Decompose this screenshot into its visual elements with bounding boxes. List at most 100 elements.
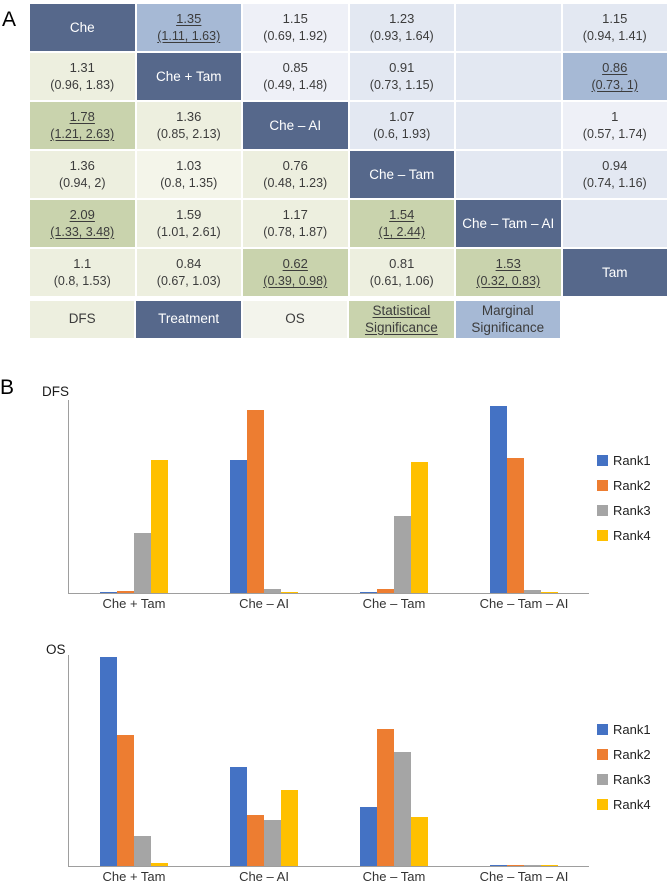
legend-swatch-icon [597,724,608,735]
confidence-interval: (1.01, 2.61) [156,224,221,239]
rank3-bar [264,589,281,593]
rank4-bar [541,592,558,593]
rank3-bar [134,836,151,866]
chart-legend: Rank1 Rank2 Rank3 Rank4 [597,453,651,543]
treatment-cell: Che – Tam [349,151,454,198]
estimate-value: 0.94 [602,157,628,173]
confidence-interval: (0.69, 1.92) [263,28,328,43]
legend-cell: Marginal Significance [455,301,560,338]
rank2-bar [247,409,264,593]
estimate-cell: 1.15 (0.69, 1.92) [243,4,348,51]
confidence-interval: (0.48, 1.23) [263,175,328,190]
treatment-cell: Che + Tam [136,53,241,100]
legend-label: Rank4 [613,528,651,543]
rank3-bar [394,752,411,866]
confidence-interval: (0.8, 1.35) [160,175,218,190]
empty-cell [456,151,561,198]
estimate-cell: 0.81 (0.61, 1.06) [349,249,454,296]
legend-cell-label: Marginal [481,302,534,318]
rank1-bar [490,405,507,593]
rank2-bar [377,728,394,866]
confidence-interval: (0.73, 1.15) [369,77,434,92]
bar-group: Che – AI [199,400,329,611]
category-label: Che – AI [239,869,289,883]
rank4-bar [281,790,298,866]
estimate-value: 1.15 [282,10,308,26]
estimate-cell: 1 (0.57, 1.74) [562,102,667,149]
confidence-interval: (1.11, 1.63) [157,28,221,43]
legend-cell-label: Treatment [158,311,220,327]
estimate-value: 0.84 [176,255,202,271]
rank3-bar [524,865,541,866]
estimate-cell: 2.09 (1.33, 3.48) [30,200,135,247]
estimate-cell: 1.15 (0.94, 1.41) [562,4,667,51]
estimate-value: 1.35 [176,10,202,26]
legend-item: Rank3 [597,503,651,518]
legend-label: Rank3 [613,772,651,787]
confidence-interval: (0.96, 1.83) [50,77,115,92]
treatment-cell: Che [30,4,135,51]
rank4-bar [411,461,428,593]
treatment-name: Che [69,19,95,35]
legend-item: Rank1 [597,722,651,737]
estimate-cell: 0.86 (0.73, 1) [562,53,667,100]
confidence-interval: (0.6, 1.93) [373,126,431,141]
category-label: Che + Tam [102,869,166,883]
estimate-value: 1.23 [389,10,415,26]
estimate-cell: 1.36 (0.85, 2.13) [136,102,241,149]
legend-swatch-icon [597,505,608,516]
legend-swatch-icon [597,774,608,785]
legend-label: Rank3 [613,503,651,518]
confidence-interval: (0.49, 1.48) [263,77,328,92]
estimate-cell: 0.84 (0.67, 1.03) [136,249,241,296]
confidence-interval: (0.94, 2) [58,175,106,190]
confidence-interval: (0.57, 1.74) [582,126,647,141]
category-label: Che – Tam – AI [479,869,569,883]
bar-group: Che – Tam – AI [459,655,589,883]
legend-cell-label: OS [285,311,305,327]
plot-area: Che + Tam Che – AI Che – Tam Che – Tam – AI [68,400,589,611]
rank4-bar [151,863,168,866]
estimate-value: 1.59 [176,206,202,222]
confidence-interval: (0.8, 1.53) [53,273,111,288]
estimate-value: 1.07 [389,108,415,124]
estimate-cell: 1.78 (1.21, 2.63) [30,102,135,149]
confidence-interval: (0.78, 1.87) [263,224,328,239]
bar-group: Che – Tam – AI [459,400,589,611]
chart-title: OS [46,642,66,657]
empty-cell [456,53,561,100]
rank2-bar [507,865,524,866]
legend-label: Rank1 [613,453,651,468]
rank4-bar [411,817,428,866]
os-rank-chart: OS Che + Tam Che – AI Che – Tam Che – Tam – … [30,630,671,883]
rank3-bar [264,819,281,866]
bars [490,400,558,593]
category-label: Che – Tam [362,869,426,883]
legend-cell-label: Significance [471,319,545,335]
estimate-value: 0.85 [282,59,308,75]
category-label: Che – Tam – AI [479,596,569,611]
confidence-interval: (0.67, 1.03) [156,273,221,288]
legend-label: Rank2 [613,478,651,493]
legend-item: Rank4 [597,528,651,543]
rank2-bar [117,735,134,866]
estimate-value: 1.53 [495,255,521,271]
legend-cell-label: DFS [68,311,96,327]
treatment-cell: Che – AI [243,102,348,149]
bars [230,655,298,866]
bar-group: Che + Tam [69,400,199,611]
rank1-bar [230,766,247,866]
estimate-cell: 1.54 (1, 2.44) [349,200,454,247]
estimate-value: 1.31 [69,59,95,75]
estimate-value: 1.78 [69,108,95,124]
estimate-value: 1 [611,108,619,124]
estimate-value: 1.54 [389,206,415,222]
rank4-bar [541,865,558,866]
bars [490,655,558,866]
treatment-name: Che – Tam [369,166,435,182]
bars [360,655,428,866]
confidence-interval: (0.94, 1.41) [582,28,647,43]
estimate-value: 1.36 [176,108,202,124]
estimate-cell: 0.85 (0.49, 1.48) [243,53,348,100]
